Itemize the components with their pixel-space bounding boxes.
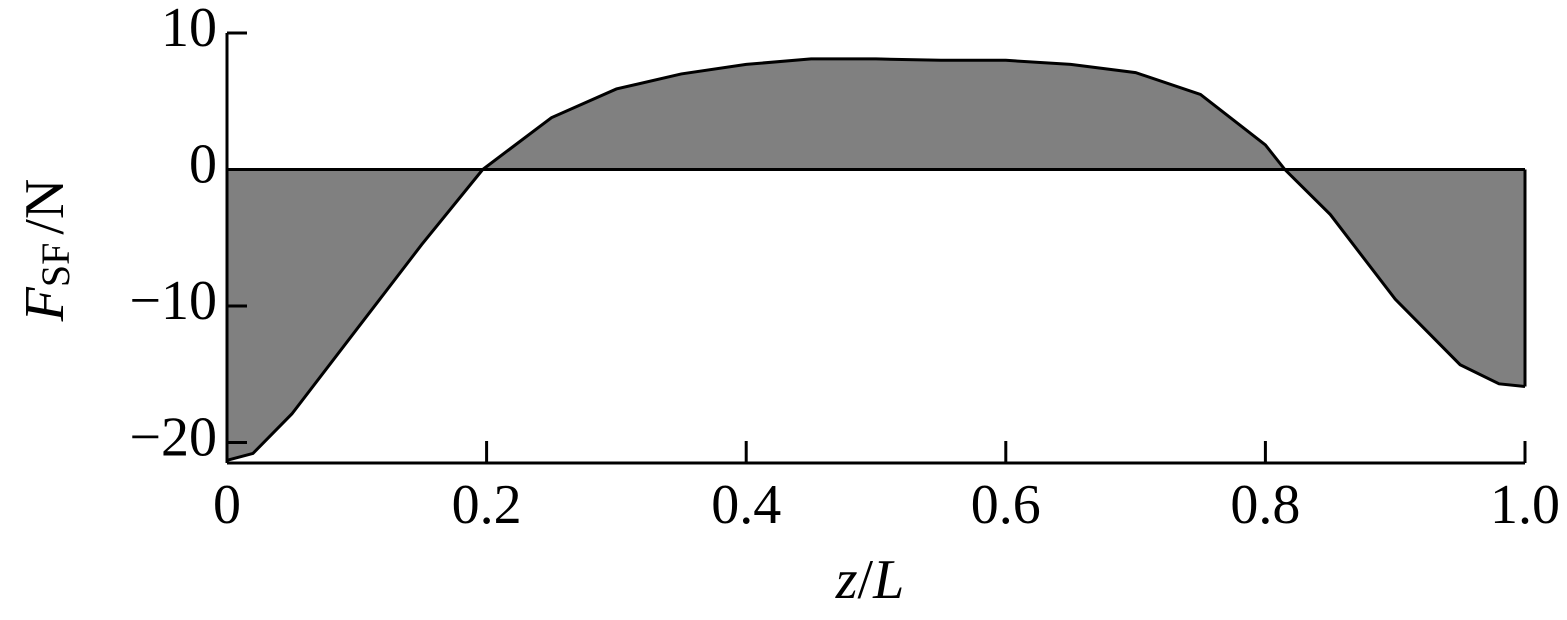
x-tick-label: 0.4 xyxy=(711,474,781,536)
area-fill xyxy=(227,58,1525,461)
y-label-unit: /N xyxy=(14,179,76,235)
y-tick-label: −10 xyxy=(129,270,217,332)
x-axis-label: z/L xyxy=(835,549,905,611)
data-line xyxy=(226,57,1526,462)
x-label-ref: L xyxy=(872,549,904,611)
y-tick-label: 0 xyxy=(189,133,217,195)
x-label-var: z xyxy=(835,549,858,611)
y-axis-label: FSF/N xyxy=(14,179,78,323)
y-tick-label: 10 xyxy=(161,0,217,59)
x-tick-label: 0.2 xyxy=(452,474,522,536)
y-label-symbol: F xyxy=(14,286,76,322)
x-tick-label: 0.6 xyxy=(971,474,1041,536)
x-label-slash: / xyxy=(858,549,874,611)
x-tick-label: 0 xyxy=(213,474,241,536)
x-tick-label: 0.8 xyxy=(1230,474,1300,536)
x-tick-label: 1.0 xyxy=(1490,474,1560,536)
y-label-subscript: SF xyxy=(33,243,78,288)
y-tick-label: −20 xyxy=(129,406,217,468)
